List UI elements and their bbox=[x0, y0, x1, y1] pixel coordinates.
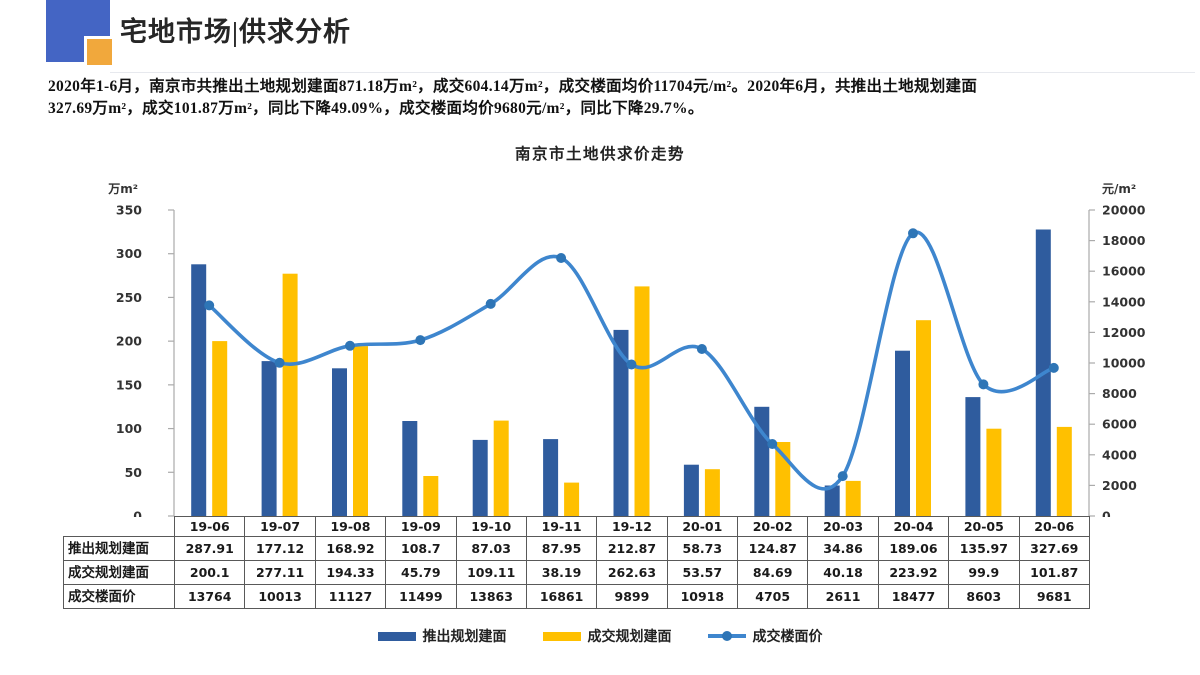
table-cell: 135.97 bbox=[948, 536, 1020, 561]
month-column-header: 20-03 bbox=[807, 516, 879, 537]
svg-text:250: 250 bbox=[116, 290, 142, 305]
table-cell: 189.06 bbox=[877, 536, 950, 561]
svg-text:16000: 16000 bbox=[1102, 264, 1146, 279]
legend-label: 成交楼面价 bbox=[752, 630, 823, 645]
table-cell: 327.69 bbox=[1018, 536, 1090, 561]
table-cell: 177.12 bbox=[244, 536, 316, 561]
table-row: 推出规划建面 287.91 177.12 168.92 108.7 87.03 87.95 2… bbox=[63, 536, 1090, 561]
legend-label: 推出规划建面 bbox=[422, 630, 507, 645]
table-cell: 101.87 bbox=[1018, 560, 1090, 585]
table-cell: 18477 bbox=[877, 584, 950, 609]
page-title: 宅地市场|供求分析 bbox=[120, 17, 351, 47]
logo-orange-square-icon bbox=[84, 36, 112, 65]
header-divider bbox=[110, 72, 1195, 73]
month-column-header: 19-09 bbox=[385, 516, 457, 537]
svg-text:350: 350 bbox=[116, 203, 142, 218]
svg-text:万m²: 万m² bbox=[107, 182, 138, 196]
month-column-header: 19-12 bbox=[596, 516, 668, 537]
table-cell: 4705 bbox=[736, 584, 809, 609]
svg-text:0: 0 bbox=[133, 509, 142, 518]
svg-text:18000: 18000 bbox=[1102, 233, 1146, 248]
legend-label: 成交规划建面 bbox=[587, 630, 672, 645]
table-cell: 10013 bbox=[244, 584, 316, 609]
table-cell: 212.87 bbox=[596, 536, 668, 561]
svg-text:50: 50 bbox=[125, 465, 143, 480]
table-cell: 40.18 bbox=[807, 560, 879, 585]
row-label: 成交楼面价 bbox=[63, 584, 175, 609]
table-cell: 84.69 bbox=[736, 560, 809, 585]
table-cell: 9681 bbox=[1018, 584, 1090, 609]
month-column-header: 20-01 bbox=[666, 516, 739, 537]
table-row: 成交楼面价 13764 10013 11127 11499 13863 16861 9899 1… bbox=[63, 584, 1090, 609]
month-column-header: 19-10 bbox=[455, 516, 527, 537]
table-cell: 223.92 bbox=[877, 560, 950, 585]
table-cell: 262.63 bbox=[596, 560, 668, 585]
svg-text:2000: 2000 bbox=[1102, 478, 1137, 493]
table-cell: 200.1 bbox=[173, 560, 246, 585]
svg-text:12000: 12000 bbox=[1102, 325, 1146, 340]
month-column-header: 20-06 bbox=[1018, 516, 1090, 537]
table-corner bbox=[64, 517, 175, 537]
table-cell: 87.95 bbox=[525, 536, 598, 561]
table-cell: 38.19 bbox=[525, 560, 598, 585]
table-cell: 10918 bbox=[666, 584, 739, 609]
summary-text: 2020年1-6月，南京市共推出土地规划建面871.18万m²，成交604.14… bbox=[48, 78, 978, 117]
legend-item: 推出规划建面 bbox=[377, 626, 507, 646]
table-cell: 194.33 bbox=[314, 560, 387, 585]
svg-text:6000: 6000 bbox=[1102, 417, 1137, 432]
table-cell: 45.79 bbox=[385, 560, 457, 585]
svg-text:150: 150 bbox=[116, 377, 142, 392]
legend-item: 成交楼面价 bbox=[707, 626, 823, 646]
table-cell: 277.11 bbox=[244, 560, 316, 585]
svg-text:8000: 8000 bbox=[1102, 386, 1137, 401]
svg-text:元/m²: 元/m² bbox=[1102, 182, 1136, 196]
svg-text:300: 300 bbox=[116, 246, 142, 261]
month-column-header: 19-07 bbox=[244, 516, 316, 537]
month-header-row: 19-06 19-07 19-08 19-09 19-10 19-11 19-12 20-01… bbox=[64, 516, 1090, 537]
table-cell: 34.86 bbox=[807, 536, 879, 561]
table-cell: 16861 bbox=[525, 584, 598, 609]
table-cell: 11499 bbox=[385, 584, 457, 609]
svg-text:10000: 10000 bbox=[1102, 356, 1146, 371]
table-cell: 109.11 bbox=[455, 560, 527, 585]
supply-demand-price-chart: 0 50 100 150 200 250 300 350 0 2000 4000 6000 8000 10… bbox=[107, 182, 1146, 518]
table-cell: 99.9 bbox=[948, 560, 1020, 585]
table-cell: 11127 bbox=[314, 584, 387, 609]
table-cell: 87.03 bbox=[455, 536, 527, 561]
svg-text:4000: 4000 bbox=[1102, 447, 1137, 462]
month-column-header: 19-08 bbox=[314, 516, 387, 537]
svg-text:14000: 14000 bbox=[1102, 294, 1146, 309]
table-cell: 124.87 bbox=[736, 536, 809, 561]
row-label: 推出规划建面 bbox=[63, 536, 175, 561]
svg-text:100: 100 bbox=[116, 421, 142, 436]
table-cell: 8603 bbox=[948, 584, 1020, 609]
table-cell: 13863 bbox=[455, 584, 527, 609]
table-cell: 168.92 bbox=[314, 536, 387, 561]
month-column-header: 20-05 bbox=[948, 516, 1020, 537]
legend-line-swatch-icon bbox=[707, 631, 746, 641]
row-label: 成交规划建面 bbox=[63, 560, 175, 585]
svg-text:200: 200 bbox=[116, 334, 142, 349]
legend-bar-swatch-icon bbox=[377, 631, 416, 641]
table-row: 成交规划建面 200.1 277.11 194.33 45.79 109.11 38.19 2… bbox=[63, 560, 1090, 585]
chart-legend: 推出规划建面 成交规划建面 成交楼面价 bbox=[0, 626, 1200, 646]
table-cell: 2611 bbox=[807, 584, 879, 609]
svg-text:0: 0 bbox=[1102, 509, 1111, 518]
table-cell: 53.57 bbox=[666, 560, 739, 585]
month-column-header: 20-04 bbox=[877, 516, 950, 537]
svg-text:20000: 20000 bbox=[1102, 203, 1146, 218]
table-cell: 108.7 bbox=[385, 536, 457, 561]
month-column-header: 19-06 bbox=[173, 516, 246, 537]
table-cell: 58.73 bbox=[666, 536, 739, 561]
table-cell: 9899 bbox=[596, 584, 668, 609]
month-column-header: 19-11 bbox=[525, 516, 598, 537]
chart-title: 南京市土地供求价走势 bbox=[514, 146, 685, 163]
chart-data-table: 19-06 19-07 19-08 19-09 19-10 19-11 19-12 20-01… bbox=[63, 516, 1090, 609]
month-column-header: 20-02 bbox=[736, 516, 809, 537]
legend-bar-swatch-icon bbox=[542, 631, 581, 641]
legend-item: 成交规划建面 bbox=[542, 626, 672, 646]
table-cell: 287.91 bbox=[173, 536, 246, 561]
table-cell: 13764 bbox=[173, 584, 246, 609]
